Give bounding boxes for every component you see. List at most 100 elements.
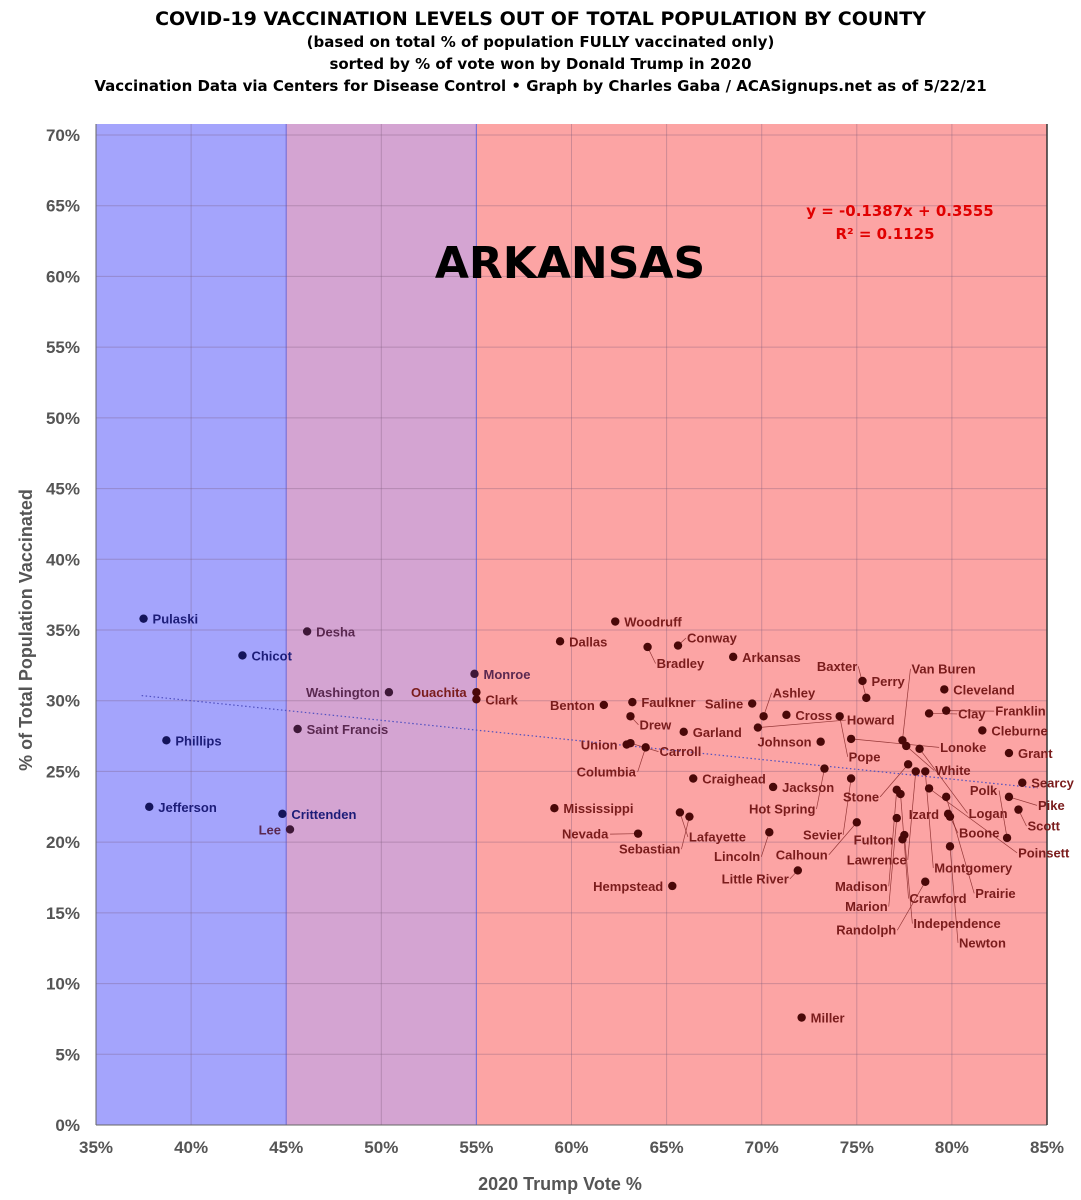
point-marker: [685, 812, 694, 821]
data-point-scott: Scott: [1014, 805, 1061, 834]
x-tick-label: 85%: [1030, 1138, 1064, 1157]
label-leader-line: [681, 816, 690, 850]
data-point-hot-spring: Hot Spring: [749, 764, 829, 817]
point-label: Clark: [485, 692, 518, 707]
x-tick-label: 70%: [745, 1138, 779, 1157]
y-tick-label: 55%: [46, 338, 80, 357]
y-tick-label: 35%: [46, 621, 80, 640]
data-point-polk: Polk: [970, 783, 1012, 843]
point-marker: [626, 738, 635, 748]
x-tick-label: 45%: [269, 1138, 303, 1157]
data-point-poinsett: Poinsett: [924, 784, 1070, 860]
point-label: White: [935, 763, 970, 778]
data-point-fulton: Fulton: [854, 832, 907, 847]
point-marker: [898, 835, 907, 844]
data-point-crittenden: Crittenden: [278, 807, 356, 822]
data-point-bradley: Bradley: [643, 642, 705, 671]
point-marker: [285, 825, 295, 834]
point-label: Desha: [316, 624, 356, 639]
point-label: Saint Francis: [307, 722, 389, 737]
data-point-faulkner: Faulkner: [628, 695, 696, 710]
y-axis-label: % of Total Population Vaccinated: [16, 489, 36, 771]
data-point-howard: Howard: [753, 713, 895, 732]
point-marker: [679, 727, 688, 737]
point-label: Washington: [306, 685, 380, 700]
data-point-saint-francis: Saint Francis: [293, 722, 388, 737]
point-marker: [278, 809, 287, 819]
label-leader-line: [839, 716, 849, 757]
point-label: Perry: [872, 674, 906, 689]
point-label: Pike: [1038, 798, 1065, 813]
label-leader-line: [949, 846, 959, 943]
point-marker: [846, 734, 856, 744]
x-tick-label: 50%: [364, 1138, 398, 1157]
data-point-monroe: Monroe: [470, 667, 530, 682]
data-point-prairie: Prairie: [941, 792, 1016, 901]
point-label: Prairie: [975, 886, 1015, 901]
point-marker: [816, 737, 825, 746]
point-label: Crittenden: [291, 807, 356, 822]
vote-band-2: [476, 124, 1047, 1125]
point-label: Izard: [909, 807, 939, 822]
point-marker: [472, 688, 481, 697]
label-leader-line: [929, 713, 958, 715]
point-label: Dallas: [569, 634, 607, 649]
x-tick-label: 55%: [459, 1138, 493, 1157]
point-marker: [911, 767, 920, 776]
point-marker: [673, 641, 683, 650]
label-leader-line: [888, 818, 898, 907]
point-marker: [903, 760, 913, 769]
point-label: Cross: [795, 708, 832, 723]
point-label: Crawford: [910, 891, 967, 906]
y-tick-label: 50%: [46, 409, 80, 428]
data-point-stone: Stone: [843, 760, 913, 804]
point-label: Grant: [1018, 746, 1053, 761]
point-marker: [139, 614, 148, 623]
label-leader-line: [896, 881, 926, 931]
label-leader-line: [904, 835, 913, 924]
point-marker: [921, 877, 930, 886]
label-leader-line: [757, 719, 846, 728]
chart-title: COVID-19 VACCINATION LEVELS OUT OF TOTAL…: [155, 8, 926, 30]
data-point-ashley: Ashley: [759, 685, 816, 721]
point-label: Faulkner: [641, 695, 695, 710]
point-marker: [302, 627, 312, 636]
point-marker: [470, 669, 479, 679]
x-tick-label: 35%: [79, 1138, 113, 1157]
point-marker: [941, 792, 951, 802]
point-label: Polk: [970, 783, 998, 798]
y-tick-label: 5%: [55, 1045, 80, 1064]
point-marker: [797, 1013, 806, 1022]
point-label: Lee: [259, 822, 281, 837]
y-tick-label: 0%: [55, 1116, 80, 1135]
state-annotation: ARKANSAS: [435, 238, 705, 289]
label-leader-line: [888, 789, 898, 887]
point-label: Newton: [959, 935, 1006, 950]
point-label: Lincoln: [714, 849, 760, 864]
label-leader-line: [760, 832, 770, 857]
chart-subtitle-1: (based on total % of population FULLY va…: [306, 33, 775, 51]
data-point-pike: Pike: [1004, 792, 1065, 813]
point-marker: [1014, 805, 1023, 814]
label-leader-line: [907, 771, 917, 860]
trendline-equation: y = -0.1387x + 0.3555: [806, 202, 993, 220]
point-marker: [689, 774, 698, 783]
point-marker: [782, 710, 791, 720]
data-point-newton: Newton: [945, 842, 1006, 950]
label-leader-line: [946, 710, 995, 712]
data-point-carroll: Carroll: [626, 738, 701, 759]
point-marker: [611, 617, 620, 626]
data-point-phillips: Phillips: [162, 733, 222, 748]
point-label: Independence: [913, 916, 1000, 931]
point-label: Garland: [693, 725, 742, 740]
point-label: Phillips: [175, 733, 221, 748]
y-tick-label: 70%: [46, 126, 80, 145]
point-label: Logan: [969, 806, 1008, 821]
point-label: Nevada: [562, 827, 609, 842]
point-marker: [162, 736, 171, 745]
point-label: Little River: [722, 871, 789, 886]
point-label: Cleburne: [991, 723, 1047, 738]
point-label: Union: [581, 738, 618, 753]
data-point-washington: Washington: [306, 685, 394, 700]
point-label: Arkansas: [742, 650, 801, 665]
